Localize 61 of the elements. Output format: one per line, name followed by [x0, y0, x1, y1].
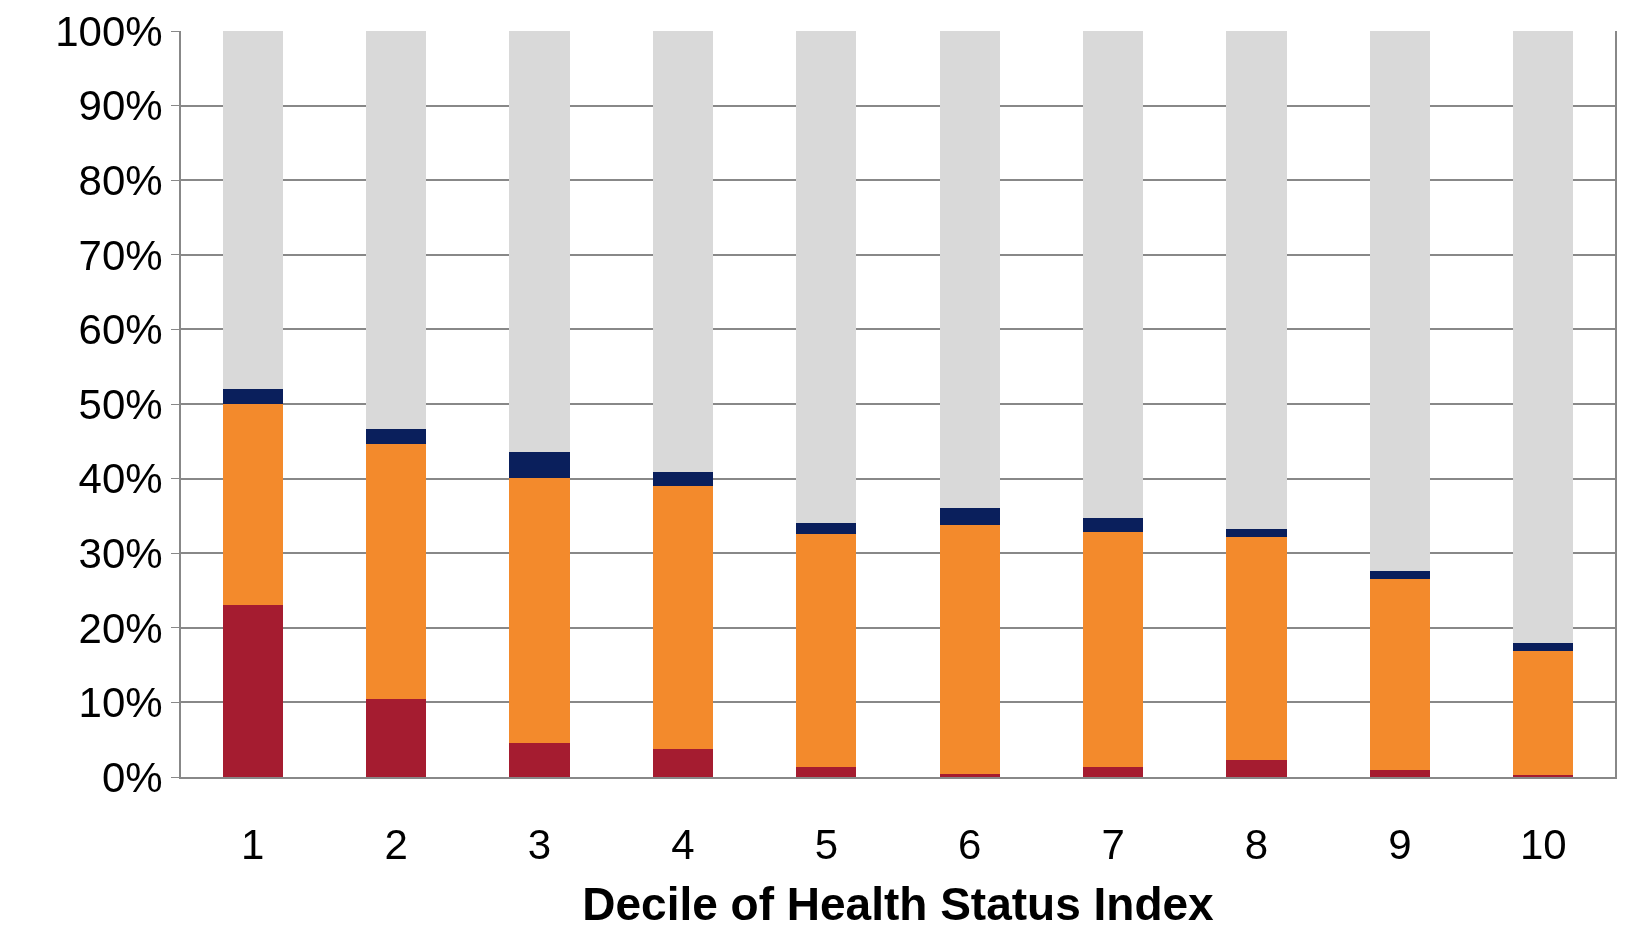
x-tick-label: 2 — [384, 821, 408, 869]
bar — [652, 31, 714, 472]
x-tick-label: 5 — [814, 821, 838, 869]
y-tick-label: 100% — [55, 7, 163, 55]
y-tick-label: 30% — [78, 529, 163, 577]
bar — [222, 31, 283, 390]
y-tick-label: 20% — [78, 604, 163, 652]
bar — [222, 389, 283, 404]
bar — [1369, 571, 1431, 579]
bar — [365, 443, 427, 700]
bar — [365, 31, 427, 430]
bar — [652, 486, 714, 749]
bar — [1226, 536, 1287, 760]
x-tick-label: 4 — [671, 821, 695, 869]
x-tick-label: 3 — [527, 821, 552, 869]
bar — [652, 471, 714, 487]
bar — [939, 774, 1000, 777]
bar — [1226, 759, 1287, 777]
bar — [652, 748, 714, 777]
bar — [1369, 769, 1431, 777]
x-tick-label: 1 — [241, 821, 265, 869]
bar — [1226, 529, 1287, 537]
y-tick-label: 70% — [78, 231, 163, 279]
x-tick-label: 6 — [958, 821, 982, 869]
bar — [939, 507, 1000, 525]
bar — [509, 742, 570, 777]
bar — [796, 533, 857, 767]
bar — [1513, 31, 1574, 644]
bar — [1082, 532, 1144, 768]
y-tick-label: 90% — [78, 82, 163, 130]
bar — [1082, 767, 1144, 777]
bar — [222, 605, 283, 777]
bar — [796, 31, 857, 524]
bar — [365, 699, 427, 777]
bar — [1369, 578, 1431, 770]
bar — [509, 31, 570, 453]
bar — [1513, 650, 1574, 775]
x-tick-label: 10 — [1519, 821, 1567, 869]
x-axis-title: Decile of Health Status Index — [582, 877, 1215, 930]
y-tick-label: 60% — [78, 306, 163, 354]
x-tick-label: 7 — [1101, 821, 1125, 869]
y-tick-label: 10% — [78, 679, 163, 727]
x-tick-label: 9 — [1388, 821, 1412, 869]
bar — [1226, 31, 1287, 530]
bar — [796, 766, 857, 777]
bar — [796, 523, 857, 534]
bar — [365, 429, 427, 444]
y-tick-label: 80% — [78, 156, 163, 204]
bar — [939, 31, 1000, 508]
y-tick-label: 40% — [78, 455, 163, 503]
bar — [1513, 643, 1574, 651]
bar — [1082, 518, 1144, 533]
bar — [1369, 31, 1431, 572]
bar — [939, 524, 1000, 775]
bar — [509, 477, 570, 743]
y-tick-label: 0% — [101, 753, 163, 801]
bar — [1082, 31, 1144, 519]
bar — [509, 452, 570, 478]
bar — [222, 404, 283, 606]
x-tick-label: 8 — [1244, 821, 1269, 869]
y-tick-label: 50% — [78, 380, 163, 428]
